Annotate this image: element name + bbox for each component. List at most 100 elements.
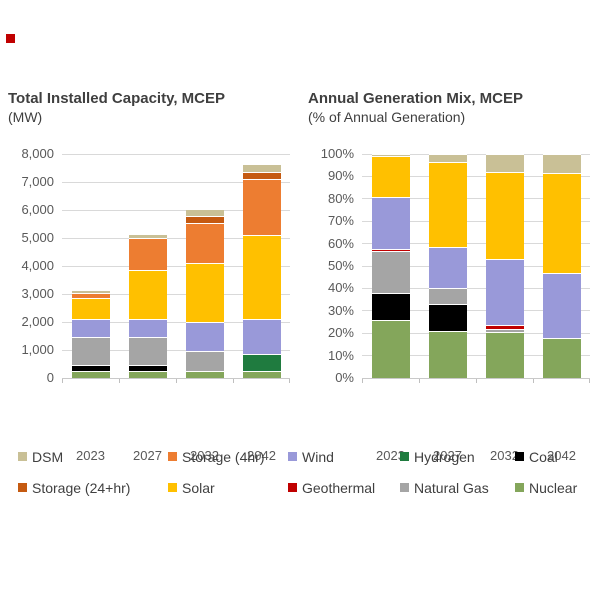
bar-segment-natural-gas: [371, 251, 410, 293]
y-tick-label: 80%: [327, 190, 354, 206]
bar-segment-nuclear: [485, 332, 524, 378]
storage-24-hr-swatch-icon: [18, 483, 27, 493]
x-axis: 2023 2027 2032 2042: [362, 448, 590, 466]
bar-segment-geothermal: [485, 325, 524, 329]
legend-label: Coal: [529, 448, 558, 465]
legend-label: Hydrogen: [414, 448, 475, 465]
gridline: [362, 175, 590, 177]
gridline: [362, 332, 590, 334]
y-tick-label: 30%: [327, 302, 354, 318]
bar-segment-nuclear: [128, 371, 167, 378]
bar-segment-solar: [128, 270, 167, 320]
y-tick-label: 60%: [327, 235, 354, 251]
legend-item-solar: Solar: [168, 479, 215, 496]
bar-segment-nuclear: [428, 330, 467, 378]
gridline: [62, 293, 290, 295]
y-tick-label: 8,000: [21, 146, 54, 161]
bar-segment-storage-24-hr: [185, 215, 224, 223]
legend-item-hydrogen: Hydrogen: [400, 448, 475, 465]
x-axis-tick: [62, 379, 63, 383]
gridline: [362, 310, 590, 312]
legend-label: Solar: [182, 479, 215, 496]
bar-segment-solar: [542, 173, 581, 273]
bar-segment-dsm: [485, 154, 524, 172]
bar-segment-dsm: [542, 154, 581, 174]
installed-capacity-chart: Total Installed Capacity, MCEP (MW) 0 1,0…: [8, 88, 300, 463]
bar-segment-storage-4hr: [71, 292, 110, 299]
y-tick-label: 1,000: [21, 342, 54, 357]
gridline: [62, 349, 290, 351]
y-axis: 0 1,000 2,000 3,000 4,000 5,000 6,000 7,000 8,00…: [8, 147, 54, 385]
solar-swatch-icon: [168, 483, 177, 493]
bar-segment-storage-4hr: [185, 222, 224, 264]
gridline: [362, 198, 590, 200]
bar-segment-solar: [428, 161, 467, 247]
bar-segment-coal: [428, 304, 467, 331]
y-tick-label: 4,000: [21, 258, 54, 273]
dsm-swatch-icon: [18, 452, 27, 462]
bar-segment-nuclear: [542, 337, 581, 378]
legend-label: Storage (24+hr): [32, 479, 131, 496]
legend-item-storage-4hr: Storage (4hr): [168, 448, 264, 465]
bar-segment-wind: [542, 272, 581, 338]
x-axis-tick: [362, 379, 363, 383]
x-axis-tick: [176, 379, 177, 383]
x-axis-line: [62, 378, 290, 379]
legend-label: Geothermal: [302, 479, 376, 496]
y-tick-label: 0%: [335, 370, 354, 385]
bar-segment-geothermal: [371, 249, 410, 252]
y-tick-label: 90%: [327, 168, 354, 184]
bar-segment-dsm: [428, 154, 467, 162]
y-tick-label: 70%: [327, 213, 354, 229]
bar-segment-nuclear: [185, 371, 224, 378]
legend-label: DSM: [32, 448, 64, 465]
bar-segment-wind: [128, 319, 167, 338]
legend-item-storage-24-hr: Storage (24+hr): [18, 479, 131, 496]
x-tick-label: 2023: [376, 448, 405, 463]
chart-subtitle: (MW): [8, 109, 43, 125]
nuclear-swatch-icon: [515, 483, 524, 493]
bar-segment-storage-4hr: [128, 238, 167, 271]
x-axis-tick: [476, 379, 477, 383]
x-axis-line: [362, 378, 590, 379]
hydrogen-swatch-icon: [400, 452, 409, 462]
bar-segment-hydrogen: [242, 354, 281, 371]
x-axis-tick: [533, 379, 534, 383]
x-tick-label: 2027: [433, 448, 462, 463]
y-tick-label: 20%: [327, 325, 354, 341]
x-tick-label: 2032: [190, 448, 219, 463]
gridline: [362, 153, 590, 155]
legend-item-geothermal: Geothermal: [288, 479, 376, 496]
x-axis-tick: [119, 379, 120, 383]
legend-item-nuclear: Nuclear: [515, 479, 578, 496]
gridline: [62, 181, 290, 183]
x-axis-tick: [289, 379, 290, 383]
y-tick-label: 2,000: [21, 314, 54, 329]
geothermal-swatch-icon: [288, 483, 297, 493]
bar-segment-solar: [71, 298, 110, 320]
chart-title: Total Installed Capacity, MCEP: [8, 90, 225, 107]
gridline: [62, 237, 290, 239]
legend-label: Wind: [302, 448, 334, 465]
bar-segment-dsm: [371, 154, 410, 157]
gridline: [62, 209, 290, 211]
bar-segment-natural-gas: [128, 337, 167, 366]
bar-segment-coal: [371, 292, 410, 320]
bar-segment-storage-4hr: [242, 179, 281, 236]
bar-segment-storage-24-hr: [242, 172, 281, 180]
bar-segment-dsm: [242, 163, 281, 173]
y-axis: 0% 10% 20% 30% 40% 50% 60% 70% 80% 90% 100%: [308, 147, 354, 385]
bar-segment-nuclear: [71, 371, 110, 378]
generation-mix-chart: Annual Generation Mix, MCEP (% of Annual…: [308, 88, 600, 463]
y-tick-label: 7,000: [21, 174, 54, 189]
plot-area: [62, 153, 290, 383]
bar-segment-natural-gas: [485, 328, 524, 333]
legend-label: Natural Gas: [414, 479, 489, 496]
x-axis-tick: [233, 379, 234, 383]
bar-segment-solar: [242, 235, 281, 320]
y-tick-label: 40%: [327, 280, 354, 296]
y-tick-label: 50%: [327, 258, 354, 273]
legend-item-dsm: DSM: [18, 448, 64, 465]
legend-label: Nuclear: [529, 479, 578, 496]
